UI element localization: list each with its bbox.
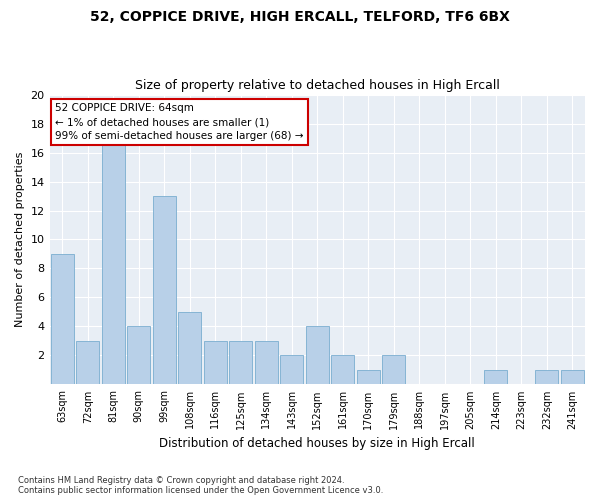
Bar [357, 370, 380, 384]
X-axis label: Distribution of detached houses by size in High Ercall: Distribution of detached houses by size … [160, 437, 475, 450]
Bar [331, 356, 354, 384]
Bar [255, 341, 278, 384]
Bar [102, 138, 125, 384]
Text: 52, COPPICE DRIVE, HIGH ERCALL, TELFORD, TF6 6BX: 52, COPPICE DRIVE, HIGH ERCALL, TELFORD,… [90, 10, 510, 24]
Title: Size of property relative to detached houses in High Ercall: Size of property relative to detached ho… [135, 79, 500, 92]
Bar [229, 341, 252, 384]
Bar [535, 370, 558, 384]
Bar [204, 341, 227, 384]
Bar [484, 370, 507, 384]
Bar [561, 370, 584, 384]
Bar [280, 356, 303, 384]
Bar [153, 196, 176, 384]
Text: 52 COPPICE DRIVE: 64sqm
← 1% of detached houses are smaller (1)
99% of semi-deta: 52 COPPICE DRIVE: 64sqm ← 1% of detached… [55, 104, 304, 142]
Bar [178, 312, 201, 384]
Text: Contains HM Land Registry data © Crown copyright and database right 2024.
Contai: Contains HM Land Registry data © Crown c… [18, 476, 383, 495]
Bar [382, 356, 405, 384]
Bar [306, 326, 329, 384]
Y-axis label: Number of detached properties: Number of detached properties [15, 152, 25, 327]
Bar [51, 254, 74, 384]
Bar [76, 341, 99, 384]
Bar [127, 326, 150, 384]
